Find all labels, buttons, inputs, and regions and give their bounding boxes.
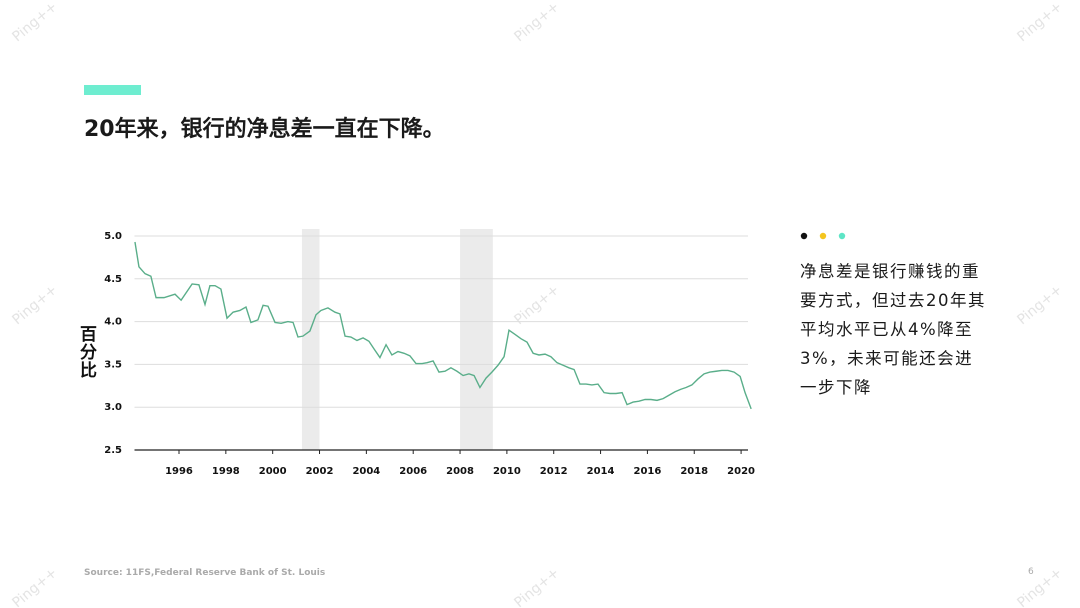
recession-band (460, 229, 493, 450)
dot (800, 232, 808, 240)
x-tick-label: 2006 (399, 466, 427, 477)
slide-title: 20年来，银行的净息差一直在下降。 (84, 117, 445, 142)
dot (838, 232, 846, 240)
x-tick-label: 2004 (352, 466, 380, 477)
watermark: Ping++ (1014, 282, 1065, 328)
watermark: Ping++ (511, 0, 562, 45)
y-tick-label: 5.0 (104, 231, 122, 242)
x-tick-label: 2014 (587, 466, 615, 477)
y-tick-label: 3.0 (104, 402, 122, 413)
accent-bar (84, 85, 141, 95)
x-tick-label: 2000 (259, 466, 287, 477)
source: Source: 11FS,Federal Reserve Bank of St.… (84, 568, 326, 578)
watermark: Ping++ (9, 0, 60, 45)
y-tick-label: 4.0 (104, 317, 122, 328)
y-axis-label: 百分比 (76, 325, 96, 379)
x-tick-label: 2016 (633, 466, 661, 477)
data-line (134, 241, 752, 410)
x-tick-label: 1996 (165, 466, 193, 477)
page-number: 6 (1028, 567, 1034, 577)
watermark: Ping++ (1014, 0, 1065, 45)
watermark: Ping++ (1014, 565, 1065, 608)
watermark: Ping++ (9, 565, 60, 608)
dot (819, 232, 827, 240)
y-tick-label: 4.5 (104, 274, 122, 285)
x-tick-label: 2012 (540, 466, 568, 477)
x-tick-label: 2002 (306, 466, 334, 477)
recession-band (301, 229, 320, 450)
watermark: Ping++ (511, 565, 562, 608)
note: 净息差是银行赚钱的重要方式，但过去20年其平均水平已从4%降至3%，未来可能还会… (800, 262, 986, 397)
y-tick-label: 3.5 (104, 359, 122, 370)
x-tick-label: 2010 (493, 466, 521, 477)
x-tick-label: 2008 (446, 466, 474, 477)
x-tick-label: 1998 (212, 466, 240, 477)
y-tick-label: 2.5 (104, 445, 122, 456)
x-tick-label: 2020 (727, 466, 755, 477)
watermark: Ping++ (9, 282, 60, 328)
x-tick-label: 2018 (680, 466, 708, 477)
